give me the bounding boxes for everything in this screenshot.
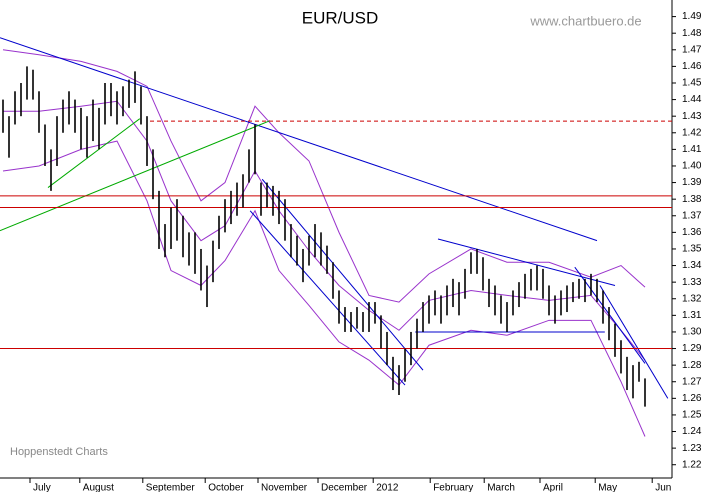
trendline [0,37,598,242]
y-tick-label: 1.36 [682,227,702,238]
y-tick-label: 1.44 [682,94,702,105]
chart-title: EUR/USD [302,8,379,27]
y-tick-label: 1.33 [682,277,702,288]
x-tick-label: May [598,483,617,492]
y-tick-label: 1.29 [682,343,702,354]
y-tick-label: 1.37 [682,210,702,221]
x-tick-label: October [208,483,244,492]
y-tick-label: 1.39 [682,177,702,188]
x-tick-label: February [433,483,473,492]
y-tick-label: 1.48 [682,28,702,39]
y-tick-label: 1.34 [682,260,702,271]
y-tick-label: 1.31 [682,310,702,321]
y-tick-label: 1.28 [682,360,702,371]
y-tick-label: 1.22 [682,459,702,470]
y-tick-label: 1.23 [682,443,702,454]
x-tick-label: November [261,483,308,492]
y-tick-label: 1.38 [682,194,702,205]
trendline [261,178,424,371]
y-tick-label: 1.35 [682,244,702,255]
trendline [574,266,646,364]
y-tick-label: 1.24 [682,426,702,437]
trendline [249,210,406,386]
x-tick-label: 2012 [376,483,399,492]
bollinger-band [2,140,646,437]
x-tick-label: April [543,483,563,492]
y-tick-label: 1.47 [682,44,702,55]
y-tick-label: 1.43 [682,111,702,122]
trendline [0,120,271,232]
x-tick-label: Jun [655,483,671,492]
bollinger-band [2,49,646,303]
y-tick-label: 1.42 [682,127,702,138]
y-tick-label: 1.26 [682,393,702,404]
y-tick-label: 1.45 [682,78,702,89]
y-tick-label: 1.32 [682,293,702,304]
y-tick-label: 1.25 [682,410,702,421]
y-tick-label: 1.40 [682,161,702,172]
y-tick-label: 1.30 [682,327,702,338]
x-tick-label: December [321,483,368,492]
x-tick-label: July [33,483,51,492]
x-tick-label: September [146,483,196,492]
y-tick-label: 1.49 [682,11,702,22]
website: www.chartbuero.de [529,13,641,28]
source-note: Hoppenstedt Charts [10,446,108,458]
y-tick-label: 1.46 [682,61,702,72]
trendline [599,285,669,399]
x-tick-label: March [487,483,515,492]
x-tick-label: August [83,483,114,492]
trendline [47,118,141,188]
y-tick-label: 1.41 [682,144,702,155]
trendline [437,238,616,286]
y-tick-label: 1.27 [682,376,702,387]
